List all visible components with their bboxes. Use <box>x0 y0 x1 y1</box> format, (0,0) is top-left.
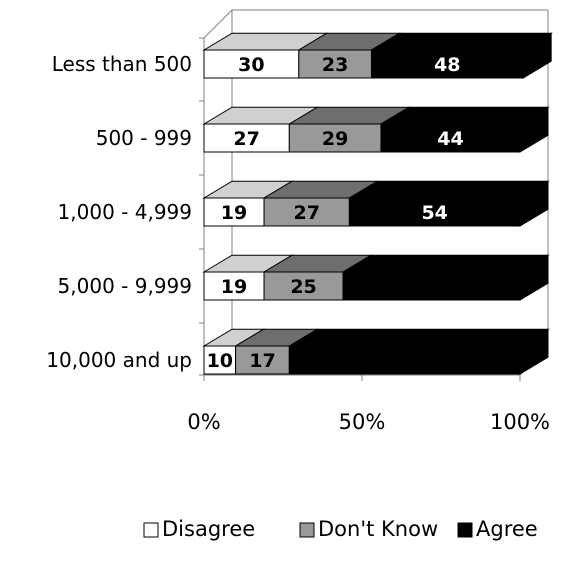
data-label: 19 <box>221 276 247 298</box>
bar-agree <box>342 271 521 301</box>
bar-top-agree <box>287 328 550 347</box>
bar-row-10-000-and-up: 10 17 <box>202 328 550 375</box>
data-label: 10 <box>207 350 233 372</box>
bar-don-t-know <box>263 197 350 227</box>
category-label: Less than 500 <box>52 52 192 76</box>
bar-top-agree <box>369 32 553 51</box>
x-tick-label: 50% <box>339 410 386 434</box>
data-label: 25 <box>290 276 316 298</box>
bar-disagree <box>203 197 265 227</box>
legend-label-disagree: Disagree <box>162 517 255 541</box>
data-label: 17 <box>249 350 275 372</box>
x-tick-label: 0% <box>187 410 220 434</box>
bar-disagree <box>203 271 265 301</box>
legend-label-don-t-know: Don't Know <box>318 517 438 541</box>
category-label: 10,000 and up <box>46 348 192 372</box>
bar-row-1-000-4-999: 19 27 54 <box>202 180 550 227</box>
category-label: 500 - 999 <box>96 126 192 150</box>
bar-don-t-know <box>288 123 382 153</box>
bar-top-agree <box>347 180 550 199</box>
data-label: 27 <box>233 128 259 150</box>
data-label: 30 <box>238 54 264 76</box>
x-tick-label: 100% <box>490 410 550 434</box>
bar-row-less-than-500: 30 23 48 <box>202 32 553 79</box>
legend-label-agree: Agree <box>476 517 538 541</box>
legend-swatch-don-t-know <box>299 522 315 538</box>
bar-agree <box>288 345 521 375</box>
data-label: 48 <box>434 54 460 76</box>
bar-disagree <box>203 123 290 153</box>
data-label: 23 <box>322 54 348 76</box>
data-label: 44 <box>437 128 463 150</box>
bar-don-t-know <box>263 271 344 301</box>
legend: Disagree Don't Know Agree <box>143 517 538 541</box>
bar-top-agree <box>341 254 550 273</box>
side-top-edge <box>203 9 233 39</box>
data-label: 29 <box>322 128 348 150</box>
data-label: 54 <box>421 202 447 224</box>
data-label: 19 <box>221 202 247 224</box>
category-label: 5,000 - 9,999 <box>58 274 192 298</box>
bar-row-500-999: 27 29 44 <box>202 106 550 153</box>
category-label: 1,000 - 4,999 <box>58 200 192 224</box>
data-label: 27 <box>293 202 319 224</box>
bar-row-5-000-9-999: 19 25 <box>202 254 550 301</box>
bar-top-agree <box>379 106 550 125</box>
legend-swatch-disagree <box>143 522 159 538</box>
bar-agree <box>348 197 521 227</box>
bar-agree <box>370 49 524 79</box>
bar-agree <box>380 123 521 153</box>
legend-swatch-agree <box>457 522 473 538</box>
bar-don-t-know <box>298 49 372 79</box>
